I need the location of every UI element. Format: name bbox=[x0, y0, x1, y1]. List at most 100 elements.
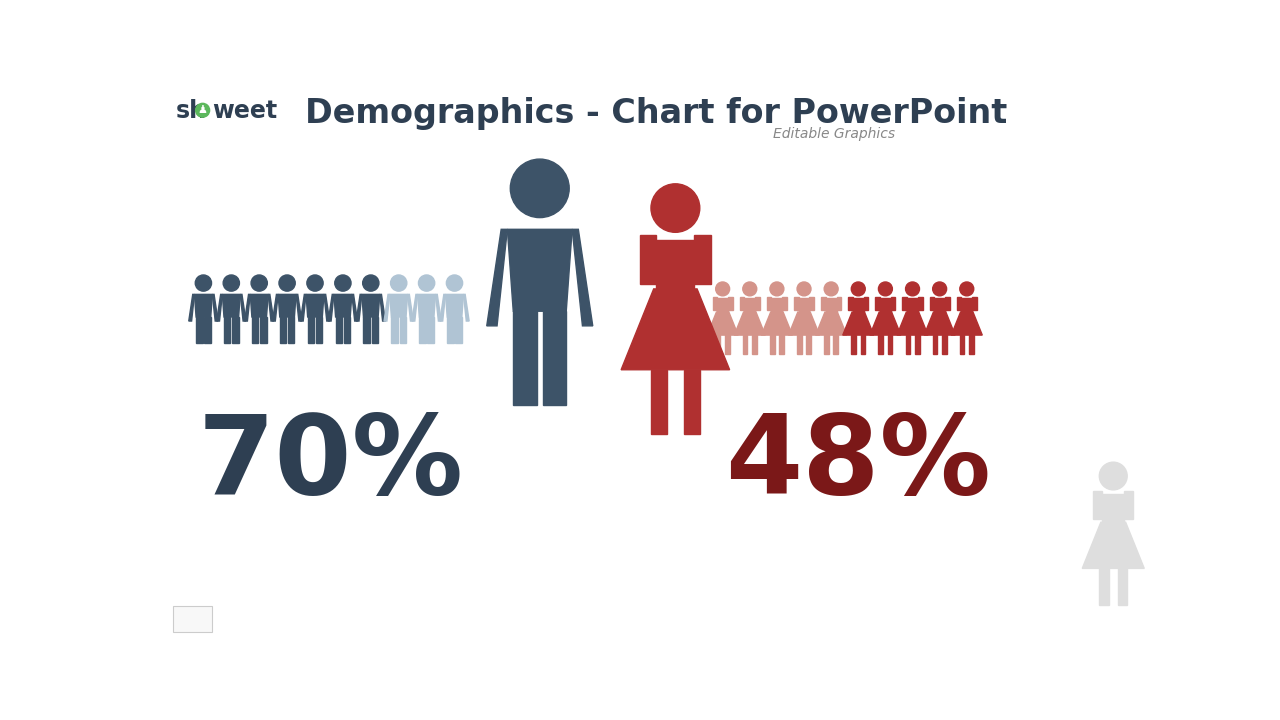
Polygon shape bbox=[216, 294, 223, 321]
FancyBboxPatch shape bbox=[399, 317, 406, 343]
Polygon shape bbox=[440, 294, 445, 321]
FancyBboxPatch shape bbox=[307, 317, 314, 343]
FancyBboxPatch shape bbox=[864, 297, 868, 310]
FancyBboxPatch shape bbox=[717, 298, 728, 312]
FancyBboxPatch shape bbox=[799, 298, 809, 312]
Polygon shape bbox=[762, 312, 792, 335]
Circle shape bbox=[196, 104, 210, 117]
FancyBboxPatch shape bbox=[260, 317, 266, 343]
Polygon shape bbox=[735, 312, 765, 335]
FancyBboxPatch shape bbox=[280, 317, 287, 343]
FancyBboxPatch shape bbox=[851, 335, 856, 354]
Circle shape bbox=[447, 275, 462, 291]
FancyBboxPatch shape bbox=[742, 335, 748, 354]
Polygon shape bbox=[223, 294, 241, 317]
FancyBboxPatch shape bbox=[288, 317, 294, 343]
Circle shape bbox=[960, 282, 974, 296]
Circle shape bbox=[419, 275, 435, 291]
FancyBboxPatch shape bbox=[657, 240, 694, 289]
Polygon shape bbox=[273, 294, 278, 321]
Text: Demographics - Chart for PowerPoint: Demographics - Chart for PowerPoint bbox=[305, 97, 1007, 130]
FancyBboxPatch shape bbox=[945, 297, 950, 310]
Text: sh: sh bbox=[175, 99, 206, 123]
FancyBboxPatch shape bbox=[860, 335, 865, 354]
Polygon shape bbox=[897, 312, 928, 335]
FancyBboxPatch shape bbox=[196, 317, 202, 343]
FancyBboxPatch shape bbox=[1093, 492, 1102, 519]
Polygon shape bbox=[195, 294, 212, 317]
FancyBboxPatch shape bbox=[806, 335, 812, 354]
FancyBboxPatch shape bbox=[232, 317, 238, 343]
FancyBboxPatch shape bbox=[961, 298, 973, 312]
Polygon shape bbox=[389, 294, 407, 317]
Circle shape bbox=[307, 275, 323, 291]
FancyBboxPatch shape bbox=[335, 317, 342, 343]
FancyBboxPatch shape bbox=[833, 335, 838, 354]
FancyBboxPatch shape bbox=[915, 335, 919, 354]
FancyBboxPatch shape bbox=[456, 317, 462, 343]
FancyBboxPatch shape bbox=[902, 297, 908, 310]
Circle shape bbox=[251, 275, 268, 291]
Polygon shape bbox=[188, 294, 195, 321]
FancyBboxPatch shape bbox=[745, 298, 755, 312]
Polygon shape bbox=[306, 294, 324, 317]
FancyBboxPatch shape bbox=[716, 335, 721, 354]
Circle shape bbox=[905, 282, 919, 296]
Text: weet: weet bbox=[212, 99, 276, 123]
FancyBboxPatch shape bbox=[782, 297, 787, 310]
FancyBboxPatch shape bbox=[1117, 568, 1128, 606]
FancyBboxPatch shape bbox=[740, 297, 745, 310]
FancyBboxPatch shape bbox=[820, 297, 826, 310]
Polygon shape bbox=[815, 312, 846, 335]
FancyBboxPatch shape bbox=[1124, 492, 1133, 519]
FancyBboxPatch shape bbox=[918, 297, 923, 310]
FancyBboxPatch shape bbox=[824, 335, 829, 354]
FancyBboxPatch shape bbox=[428, 317, 434, 343]
Polygon shape bbox=[445, 294, 463, 317]
FancyBboxPatch shape bbox=[934, 298, 945, 312]
FancyBboxPatch shape bbox=[876, 297, 879, 310]
Circle shape bbox=[824, 282, 838, 296]
Polygon shape bbox=[352, 294, 357, 321]
Circle shape bbox=[335, 275, 351, 291]
Circle shape bbox=[933, 282, 947, 296]
Polygon shape bbox=[362, 294, 380, 317]
Polygon shape bbox=[417, 294, 435, 317]
FancyBboxPatch shape bbox=[908, 298, 918, 312]
Polygon shape bbox=[507, 229, 572, 311]
Polygon shape bbox=[384, 294, 389, 321]
Polygon shape bbox=[924, 312, 955, 335]
FancyBboxPatch shape bbox=[969, 335, 974, 354]
Circle shape bbox=[652, 184, 700, 233]
Circle shape bbox=[797, 282, 812, 296]
Text: 48%: 48% bbox=[724, 410, 991, 517]
Polygon shape bbox=[951, 312, 982, 335]
FancyBboxPatch shape bbox=[852, 298, 864, 312]
FancyBboxPatch shape bbox=[891, 297, 896, 310]
Polygon shape bbox=[212, 294, 218, 321]
FancyBboxPatch shape bbox=[1100, 568, 1108, 606]
Polygon shape bbox=[435, 294, 442, 321]
Polygon shape bbox=[268, 294, 274, 321]
Polygon shape bbox=[572, 229, 593, 326]
Text: ♟: ♟ bbox=[197, 105, 207, 115]
Circle shape bbox=[1100, 462, 1128, 490]
FancyBboxPatch shape bbox=[652, 370, 667, 434]
FancyBboxPatch shape bbox=[205, 317, 211, 343]
FancyBboxPatch shape bbox=[713, 297, 717, 310]
FancyBboxPatch shape bbox=[837, 297, 841, 310]
FancyBboxPatch shape bbox=[771, 335, 774, 354]
FancyBboxPatch shape bbox=[753, 335, 756, 354]
FancyBboxPatch shape bbox=[794, 297, 799, 310]
FancyBboxPatch shape bbox=[767, 297, 772, 310]
FancyBboxPatch shape bbox=[640, 235, 657, 284]
FancyBboxPatch shape bbox=[447, 317, 453, 343]
Text: Editable Graphics: Editable Graphics bbox=[773, 127, 895, 141]
FancyBboxPatch shape bbox=[724, 335, 730, 354]
Circle shape bbox=[851, 282, 865, 296]
FancyBboxPatch shape bbox=[849, 297, 852, 310]
Circle shape bbox=[511, 159, 570, 217]
FancyBboxPatch shape bbox=[878, 335, 883, 354]
Polygon shape bbox=[244, 294, 251, 321]
FancyBboxPatch shape bbox=[173, 606, 212, 632]
